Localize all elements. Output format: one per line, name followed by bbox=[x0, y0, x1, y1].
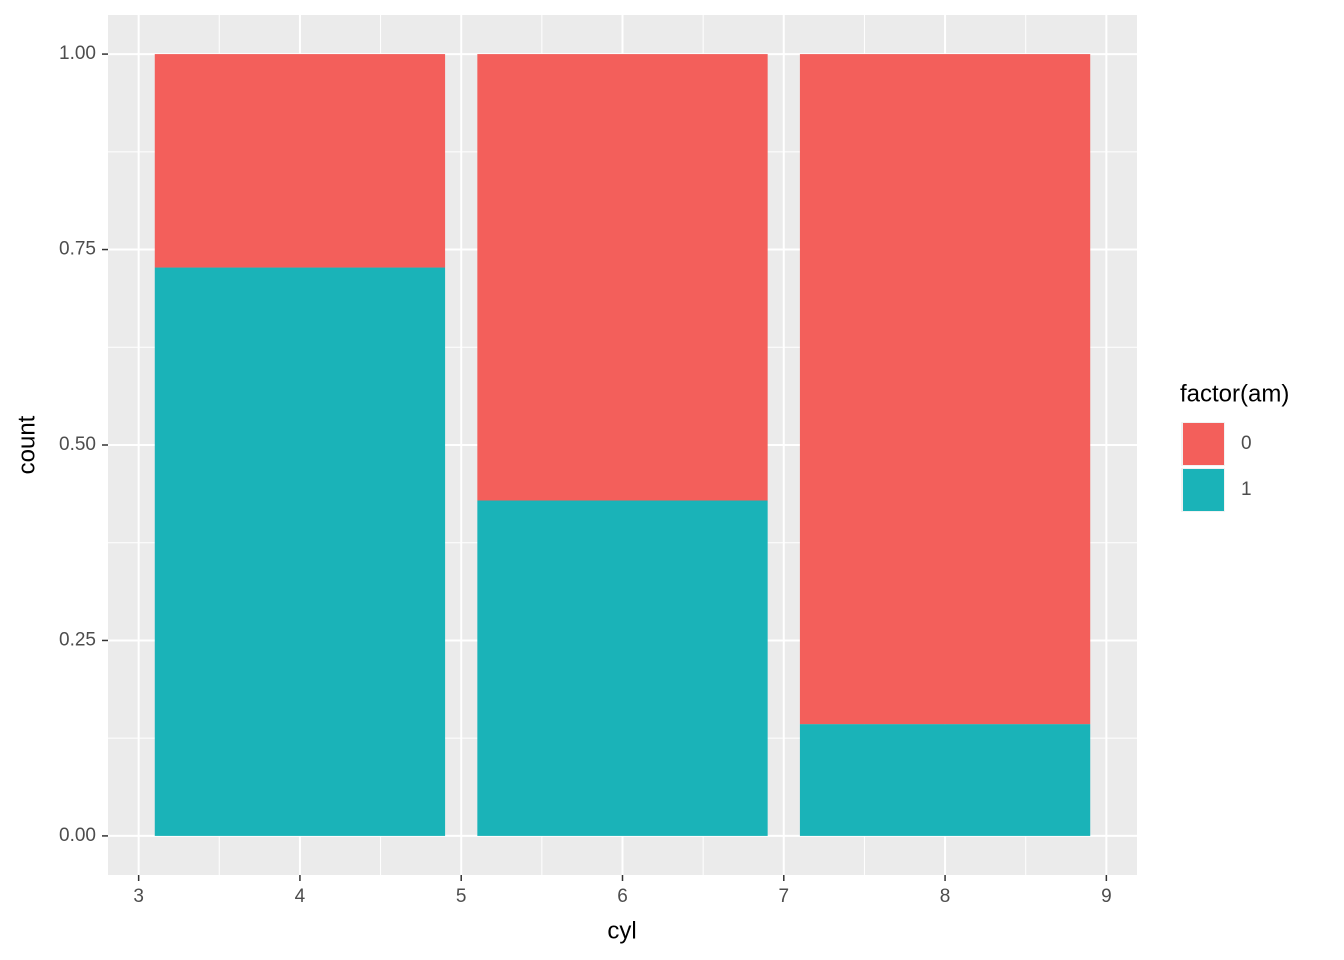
x-tick-label: 4 bbox=[295, 886, 306, 907]
bar bbox=[154, 54, 446, 268]
bar bbox=[799, 724, 1091, 836]
legend-title: factor(am) bbox=[1180, 380, 1289, 407]
x-axis-title: cyl bbox=[607, 917, 636, 944]
x-tick-label: 9 bbox=[1101, 886, 1112, 907]
y-tick-label: 0.25 bbox=[59, 629, 96, 650]
legend-label: 1 bbox=[1241, 479, 1252, 500]
x-tick-label: 6 bbox=[617, 886, 628, 907]
y-tick-label: 0.75 bbox=[59, 239, 96, 260]
x-tick-label: 7 bbox=[778, 886, 789, 907]
bar bbox=[154, 267, 446, 836]
bar bbox=[477, 500, 768, 836]
bar bbox=[799, 54, 1091, 725]
legend-swatch bbox=[1183, 423, 1224, 465]
legend-label: 0 bbox=[1241, 433, 1252, 454]
x-tick-label: 3 bbox=[133, 886, 144, 907]
legend-swatch bbox=[1183, 469, 1224, 511]
y-tick-label: 1.00 bbox=[59, 43, 96, 64]
y-tick-label: 0.50 bbox=[59, 434, 96, 455]
bar bbox=[477, 54, 768, 501]
y-axis-title: count bbox=[13, 415, 40, 474]
y-tick-label: 0.00 bbox=[59, 825, 96, 846]
x-tick-label: 8 bbox=[940, 886, 951, 907]
x-tick-label: 5 bbox=[456, 886, 467, 907]
